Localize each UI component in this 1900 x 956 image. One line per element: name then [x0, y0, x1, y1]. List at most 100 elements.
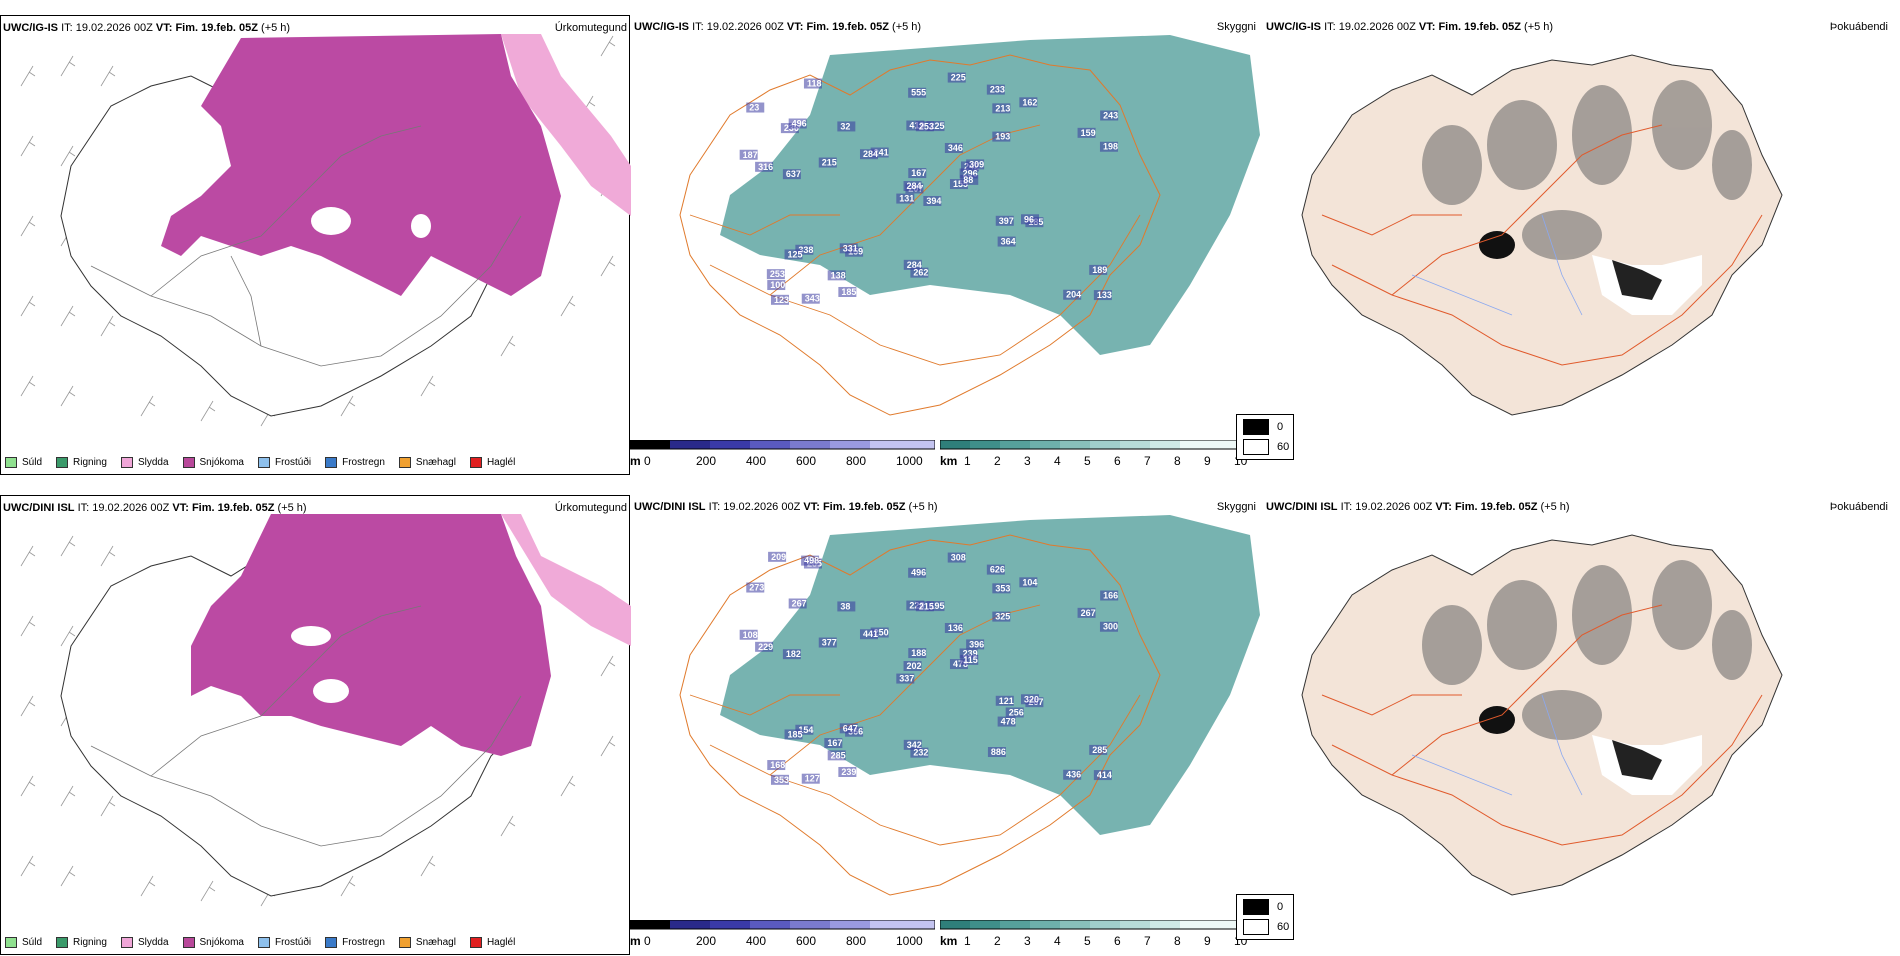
legend-item: Frostúði	[257, 457, 311, 468]
peak-elevation-label: 397	[999, 216, 1014, 226]
peak-marker	[837, 601, 856, 612]
legend-item: Rigning	[56, 937, 107, 948]
tick-label: 1	[964, 934, 971, 948]
peak-elevation-label: 267	[1081, 608, 1096, 618]
peak-elevation-label: 250	[874, 628, 889, 638]
peak-elevation-label: 187	[743, 150, 758, 160]
peak-elevation-label: 23	[749, 103, 759, 113]
peak-marker	[770, 774, 789, 785]
peak-marker	[1077, 607, 1096, 618]
peak-elevation-label: 204	[1066, 290, 1081, 300]
peak-marker	[827, 750, 846, 761]
peak-elevation-label: 215	[822, 158, 837, 168]
peak-elevation-label: 182	[786, 649, 801, 659]
peak-elevation-label: 343	[805, 294, 820, 304]
peak-marker	[838, 286, 857, 297]
tick-label: 0	[644, 454, 651, 468]
panel-header-fog-row1: UWC/IG-IS IT: 19.02.2026 00Z VT: Fim. 19…	[1266, 21, 1554, 33]
peak-marker	[818, 637, 837, 648]
peak-marker	[767, 760, 786, 771]
peak-elevation-label: 185	[788, 729, 803, 739]
peak-elevation-label: 342	[907, 740, 922, 750]
tick-label: 8	[1174, 454, 1181, 468]
peak-elevation-label: 189	[1092, 265, 1107, 275]
panel-title: Þokuábendi	[1829, 501, 1888, 513]
panel-title: Þokuábendi	[1829, 21, 1888, 33]
peak-elevation-label: 284	[907, 181, 922, 191]
peak-marker	[903, 739, 922, 750]
visibility-colorbar-ramp	[940, 920, 1245, 930]
tick-label: 9	[1204, 934, 1211, 948]
peak-marker	[903, 661, 922, 672]
peak-marker	[782, 649, 801, 660]
peak-elevation-label: 131	[899, 194, 914, 204]
peak-elevation-label: 316	[758, 162, 773, 172]
peak-marker	[788, 598, 807, 609]
elevation-labels: 3942362072532421592332252131551181336372…	[739, 72, 1118, 305]
peak-elevation-label: 185	[841, 287, 856, 297]
peak-marker	[903, 181, 922, 192]
peak-marker	[908, 168, 927, 179]
height-unit: m	[630, 454, 641, 468]
peak-elevation-label: 285	[1092, 745, 1107, 755]
panel-header: UWC/DINI ISL IT: 19.02.2026 00Z VT: Fim.…	[3, 502, 307, 514]
visibility-colorbar-ramp	[940, 440, 1245, 450]
peak-elevation-label: 337	[899, 674, 914, 684]
peak-marker	[915, 121, 934, 132]
legend-item: Súld	[5, 937, 42, 948]
peak-elevation-label: 125	[788, 249, 803, 259]
peak-elevation-label: 162	[1022, 97, 1037, 107]
peak-marker	[1089, 744, 1108, 755]
peak-elevation-label: 308	[951, 553, 966, 563]
peak-marker	[788, 118, 807, 129]
panel-title: Skyggni	[1216, 21, 1256, 33]
peak-marker	[959, 648, 978, 659]
peak-marker	[795, 244, 814, 255]
tick-label: 400	[746, 934, 767, 948]
panel-header-fog-row2: UWC/DINI ISL IT: 19.02.2026 00Z VT: Fim.…	[1266, 501, 1570, 513]
peak-marker	[801, 773, 820, 784]
peak-marker	[908, 648, 927, 659]
peak-marker	[992, 611, 1011, 622]
peak-elevation-label: 225	[929, 121, 944, 131]
fog-legend-row: 60	[1243, 439, 1289, 455]
tick-label: 7	[1144, 454, 1151, 468]
peak-marker	[896, 193, 915, 204]
fog-map	[1301, 534, 1783, 896]
peak-marker	[767, 280, 786, 291]
peak-marker	[795, 724, 814, 735]
peak-marker	[1093, 770, 1112, 781]
peak-marker	[837, 121, 856, 132]
elevation-labels: 3666261953534782854141821663373251272281…	[739, 551, 1118, 785]
peak-elevation-label: 167	[827, 738, 842, 748]
peak-elevation-label: 441	[863, 629, 878, 639]
visibility-colorbar: km 1 2 3 4 5 6 7 8 9 10	[940, 438, 1250, 474]
peak-elevation-label: 253	[770, 269, 785, 279]
peak-elevation-label: 209	[771, 552, 786, 562]
peak-elevation-label: 338	[798, 245, 813, 255]
tick-label: 2	[994, 934, 1001, 948]
peak-marker	[995, 215, 1014, 226]
peak-elevation-label: 320	[1024, 694, 1039, 704]
legend-item: Haglél	[469, 937, 515, 948]
peak-marker	[1099, 621, 1118, 632]
peak-elevation-label: 202	[907, 661, 922, 671]
peak-marker	[906, 120, 925, 131]
peak-elevation-label: 239	[963, 648, 978, 658]
visibility-map: 3666261953534782854141821663373251272281…	[679, 515, 1260, 896]
peak-elevation-label: 188	[911, 648, 926, 658]
peak-elevation-label: 32	[840, 121, 850, 131]
peak-marker	[782, 169, 801, 180]
fog-legend-row: 0	[1243, 899, 1283, 915]
peak-marker	[926, 121, 945, 132]
peak-marker	[910, 267, 929, 278]
peak-elevation-label: 215	[919, 601, 934, 611]
tick-label: 7	[1144, 934, 1151, 948]
peak-elevation-label: 284	[863, 149, 878, 159]
peak-marker	[803, 78, 822, 89]
peak-elevation-label: 436	[1066, 770, 1081, 780]
peak-elevation-label: 647	[843, 723, 858, 733]
peak-elevation-label: 394	[926, 196, 941, 206]
tick-label: 5	[1084, 454, 1091, 468]
panel-header-visibility-row1: UWC/IG-IS IT: 19.02.2026 00Z VT: Fim. 19…	[634, 21, 922, 33]
